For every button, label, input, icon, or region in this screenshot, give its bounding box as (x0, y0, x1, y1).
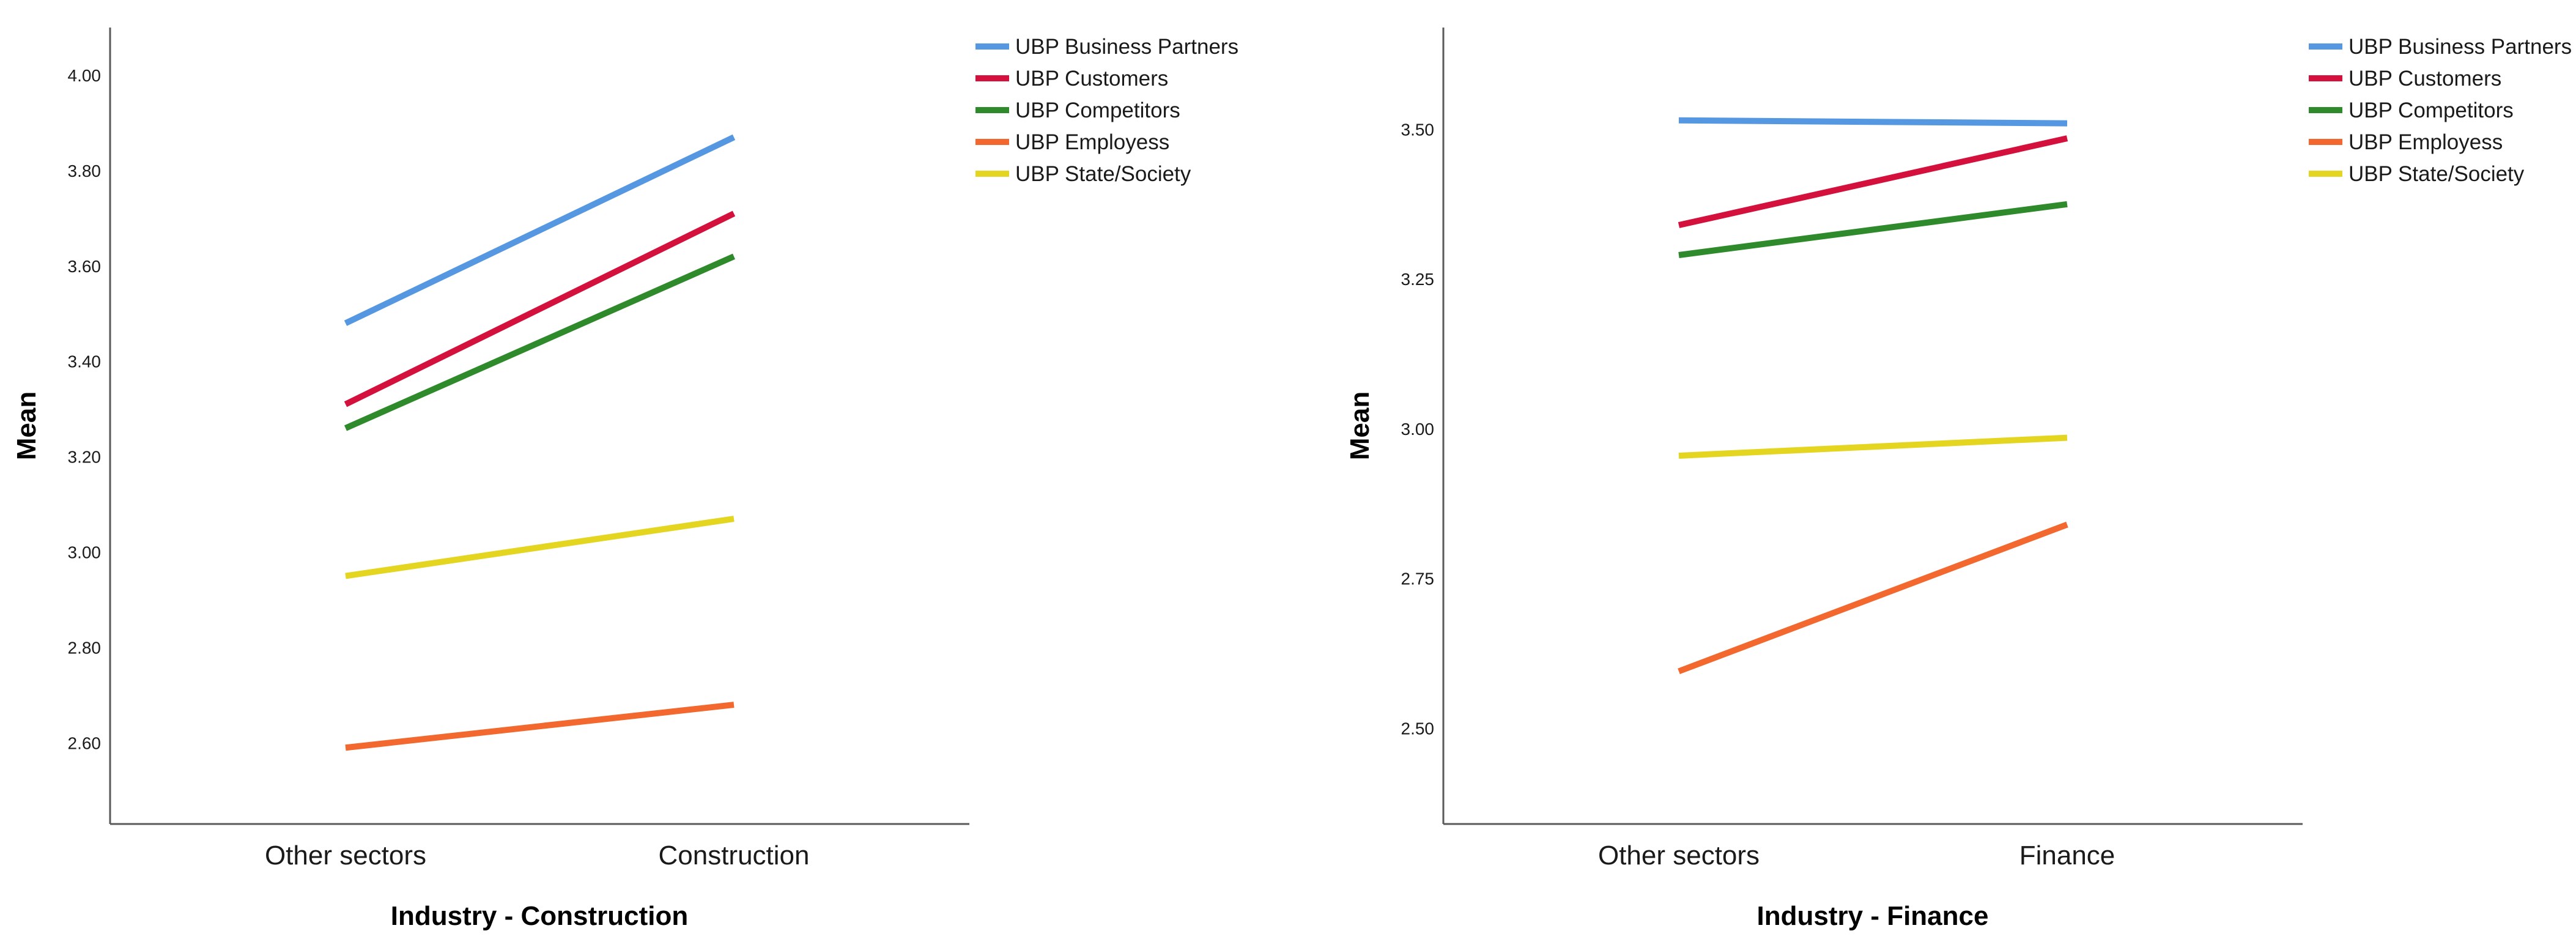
y-tick-label: 4.00 (68, 66, 102, 85)
series-line (1678, 521, 2068, 675)
x-axis-title: Industry - Finance (1757, 901, 1989, 931)
legend-label: UBP Competitors (1015, 98, 1180, 122)
legend-label: UBP Customers (1015, 67, 1168, 91)
y-tick-label: 2.80 (68, 639, 102, 658)
legend: UBP Business Partners UBP Customers UBP Co… (2309, 35, 2572, 186)
legend-label: UBP Employess (2348, 130, 2503, 154)
y-tick-label: 3.40 (68, 352, 102, 371)
legend-item: UBP State/Society (975, 162, 1191, 186)
y-tick-label: 2.50 (1401, 719, 1435, 738)
chart-panel-2: 2.50 2.75 3.00 3.25 3.50 Other sectors Finance… (1345, 28, 2572, 931)
x-category-label: Finance (2019, 841, 2115, 870)
y-axis-title: Mean (12, 392, 42, 460)
legend-item: UBP Competitors (975, 98, 1180, 122)
legend-label: UBP State/Society (1015, 162, 1191, 186)
legend-item: UBP State/Society (2309, 162, 2525, 186)
y-tick-label: 3.25 (1401, 270, 1435, 289)
x-category-label: Construction (658, 841, 809, 870)
series-line (344, 253, 736, 431)
legend-item: UBP Employess (2309, 130, 2503, 154)
series-line (344, 134, 736, 326)
legend-item: UBP Business Partners (2309, 35, 2572, 59)
legend-label: UBP Employess (1015, 130, 1169, 154)
series-line (1678, 201, 2068, 258)
legend-item: UBP Employess (975, 130, 1169, 154)
legend-label: UBP Business Partners (2348, 35, 2572, 59)
y-tick-label: 3.20 (68, 448, 102, 467)
series-line (1678, 434, 2068, 459)
chart-panel-1: 2.60 2.80 3.00 3.20 3.40 3.60 3.80 4.00 Other se… (12, 28, 1238, 931)
series-line (1678, 117, 2068, 127)
legend-item: UBP Competitors (2309, 98, 2514, 122)
y-tick-label: 3.00 (1401, 420, 1435, 439)
y-tick-label: 2.75 (1401, 570, 1435, 588)
y-tick-label: 3.00 (68, 543, 102, 562)
series-line (345, 516, 735, 579)
legend-label: UBP Competitors (2348, 98, 2514, 122)
x-axis-title: Industry - Construction (391, 901, 688, 931)
legend-label: UBP State/Society (2348, 162, 2525, 186)
legend: UBP Business Partners UBP Customers UBP Co… (975, 35, 1238, 186)
x-category-label: Other sectors (265, 841, 426, 870)
legend-item: UBP Business Partners (975, 35, 1238, 59)
series-line (1678, 135, 2068, 228)
y-tick-label: 3.50 (1401, 120, 1435, 139)
y-tick-label: 3.80 (68, 161, 102, 180)
legend-item: UBP Customers (2309, 67, 2501, 91)
y-axis-title: Mean (1345, 392, 1375, 460)
series-line (345, 702, 735, 751)
legend-label: UBP Customers (2348, 67, 2501, 91)
legend-label: UBP Business Partners (1015, 35, 1238, 59)
y-tick-label: 2.60 (68, 733, 102, 752)
legend-item: UBP Customers (975, 67, 1168, 91)
x-category-label: Other sectors (1598, 841, 1760, 870)
y-tick-label: 3.60 (68, 257, 102, 276)
series-line (344, 210, 736, 407)
